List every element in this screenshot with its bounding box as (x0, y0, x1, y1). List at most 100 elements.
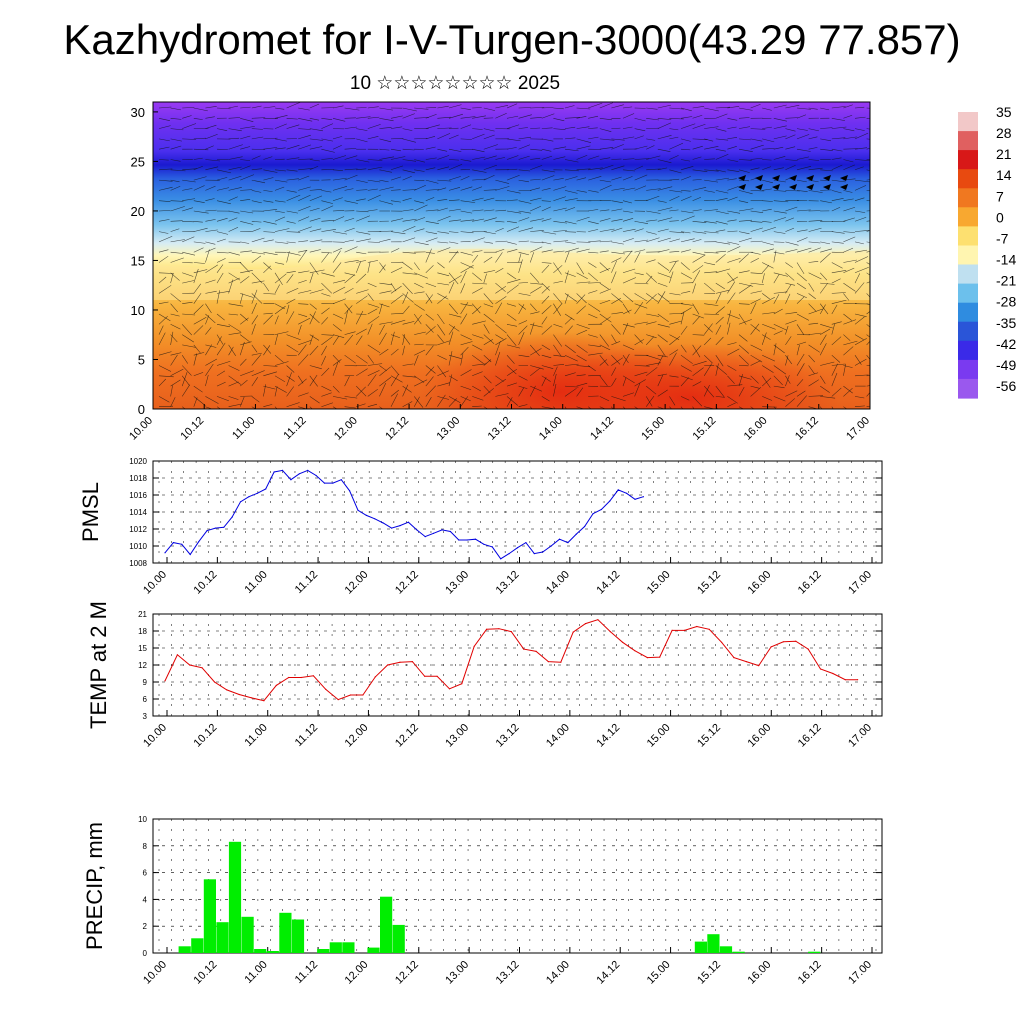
wind-barb (715, 292, 722, 304)
wind-barb (251, 179, 266, 184)
wind-barb (181, 355, 189, 364)
wind-barb (843, 365, 853, 368)
wind-barb (715, 363, 719, 376)
wind-barb (518, 253, 522, 263)
wind-barb (286, 169, 298, 172)
wind-barb (843, 207, 856, 212)
wind-flag (755, 175, 763, 181)
wind-barb (356, 273, 367, 284)
data-point (819, 668, 822, 670)
colorbar-label: -56 (996, 378, 1016, 394)
x-tick-label: 10.12 (192, 569, 220, 597)
wind-barb (518, 179, 529, 183)
wind-barb (321, 123, 334, 129)
wind-barb (193, 165, 203, 171)
wind-barb (356, 168, 367, 171)
wind-barb (448, 324, 460, 332)
wind-barb (738, 386, 745, 397)
wind-barb (506, 103, 518, 109)
wind-barb (170, 313, 180, 317)
wind-barb (263, 169, 278, 173)
wind-barb (796, 179, 807, 183)
wind-barb (622, 303, 630, 314)
wind-barb (344, 334, 354, 346)
wind-barb (344, 126, 357, 129)
colorbar-label: -35 (996, 315, 1016, 331)
wind-barb (622, 126, 633, 129)
x-tick-label: 16.12 (796, 722, 824, 750)
wind-barb (646, 168, 661, 171)
wind-barb (727, 292, 736, 304)
wind-barb (611, 208, 623, 212)
wind-barb (738, 159, 752, 161)
wind-barb (773, 167, 784, 171)
wind-barb (182, 236, 195, 243)
wind-barb (750, 221, 763, 223)
wind-barb (402, 305, 410, 315)
wind-barb (703, 363, 713, 376)
wind-barb (541, 316, 548, 325)
wind-barb (460, 124, 472, 129)
data-point (721, 641, 723, 643)
wind-barb (286, 334, 301, 340)
wind-barb (820, 252, 831, 263)
wind-barb (425, 397, 432, 407)
wind-barb (831, 262, 843, 269)
wind-barb (414, 200, 425, 204)
wind-barb (680, 307, 692, 315)
wind-barb (437, 282, 450, 286)
wind-barb (634, 118, 646, 122)
wind-barb (321, 205, 334, 212)
precip-bar (808, 951, 821, 953)
wind-barb (553, 128, 566, 130)
wind-barb (158, 365, 172, 372)
wind-barb (379, 148, 390, 151)
wind-barb (669, 261, 677, 273)
wind-barb (460, 200, 476, 203)
wind-barb (274, 200, 286, 203)
data-point (592, 513, 594, 515)
wind-barb (669, 209, 679, 212)
y-tick-label: 4 (143, 895, 148, 904)
wind-barb (750, 227, 763, 232)
wind-barb (367, 303, 380, 308)
wind-barb (611, 271, 617, 284)
wind-barb (506, 124, 520, 129)
wind-barb (634, 282, 649, 285)
data-point (164, 680, 166, 682)
wind-barb (240, 146, 251, 150)
wind-barb (344, 188, 354, 191)
data-point (337, 699, 339, 701)
wind-barb (680, 116, 693, 119)
wind-barb (321, 402, 333, 407)
wind-barb (564, 388, 577, 397)
wind-barb (274, 210, 285, 213)
wind-barb (843, 282, 856, 292)
wind-barb (680, 311, 685, 325)
wind-barb (356, 354, 368, 364)
wind-barb (251, 396, 260, 403)
y-tick-label: 15 (131, 253, 145, 268)
wind-barb (518, 387, 525, 397)
wind-barb (437, 241, 449, 244)
wind-barb (495, 113, 507, 119)
wind-barb (599, 179, 611, 183)
wind-barb (205, 159, 221, 162)
wind-barb (495, 249, 505, 253)
data-point (584, 623, 587, 625)
wind-barb (495, 302, 503, 315)
wind-barb (564, 272, 576, 277)
wind-barb (588, 136, 599, 140)
data-point (223, 526, 225, 528)
wind-barb (158, 313, 171, 322)
wind-barb (448, 303, 459, 315)
wind-barb (715, 229, 726, 232)
data-point (770, 646, 772, 648)
precip-bar (228, 841, 242, 953)
data-point (436, 675, 438, 677)
data-point (239, 501, 242, 503)
wind-barb (495, 227, 504, 232)
wind-barb (425, 345, 434, 356)
wind-barb (692, 114, 703, 119)
wind-barb (390, 348, 399, 356)
